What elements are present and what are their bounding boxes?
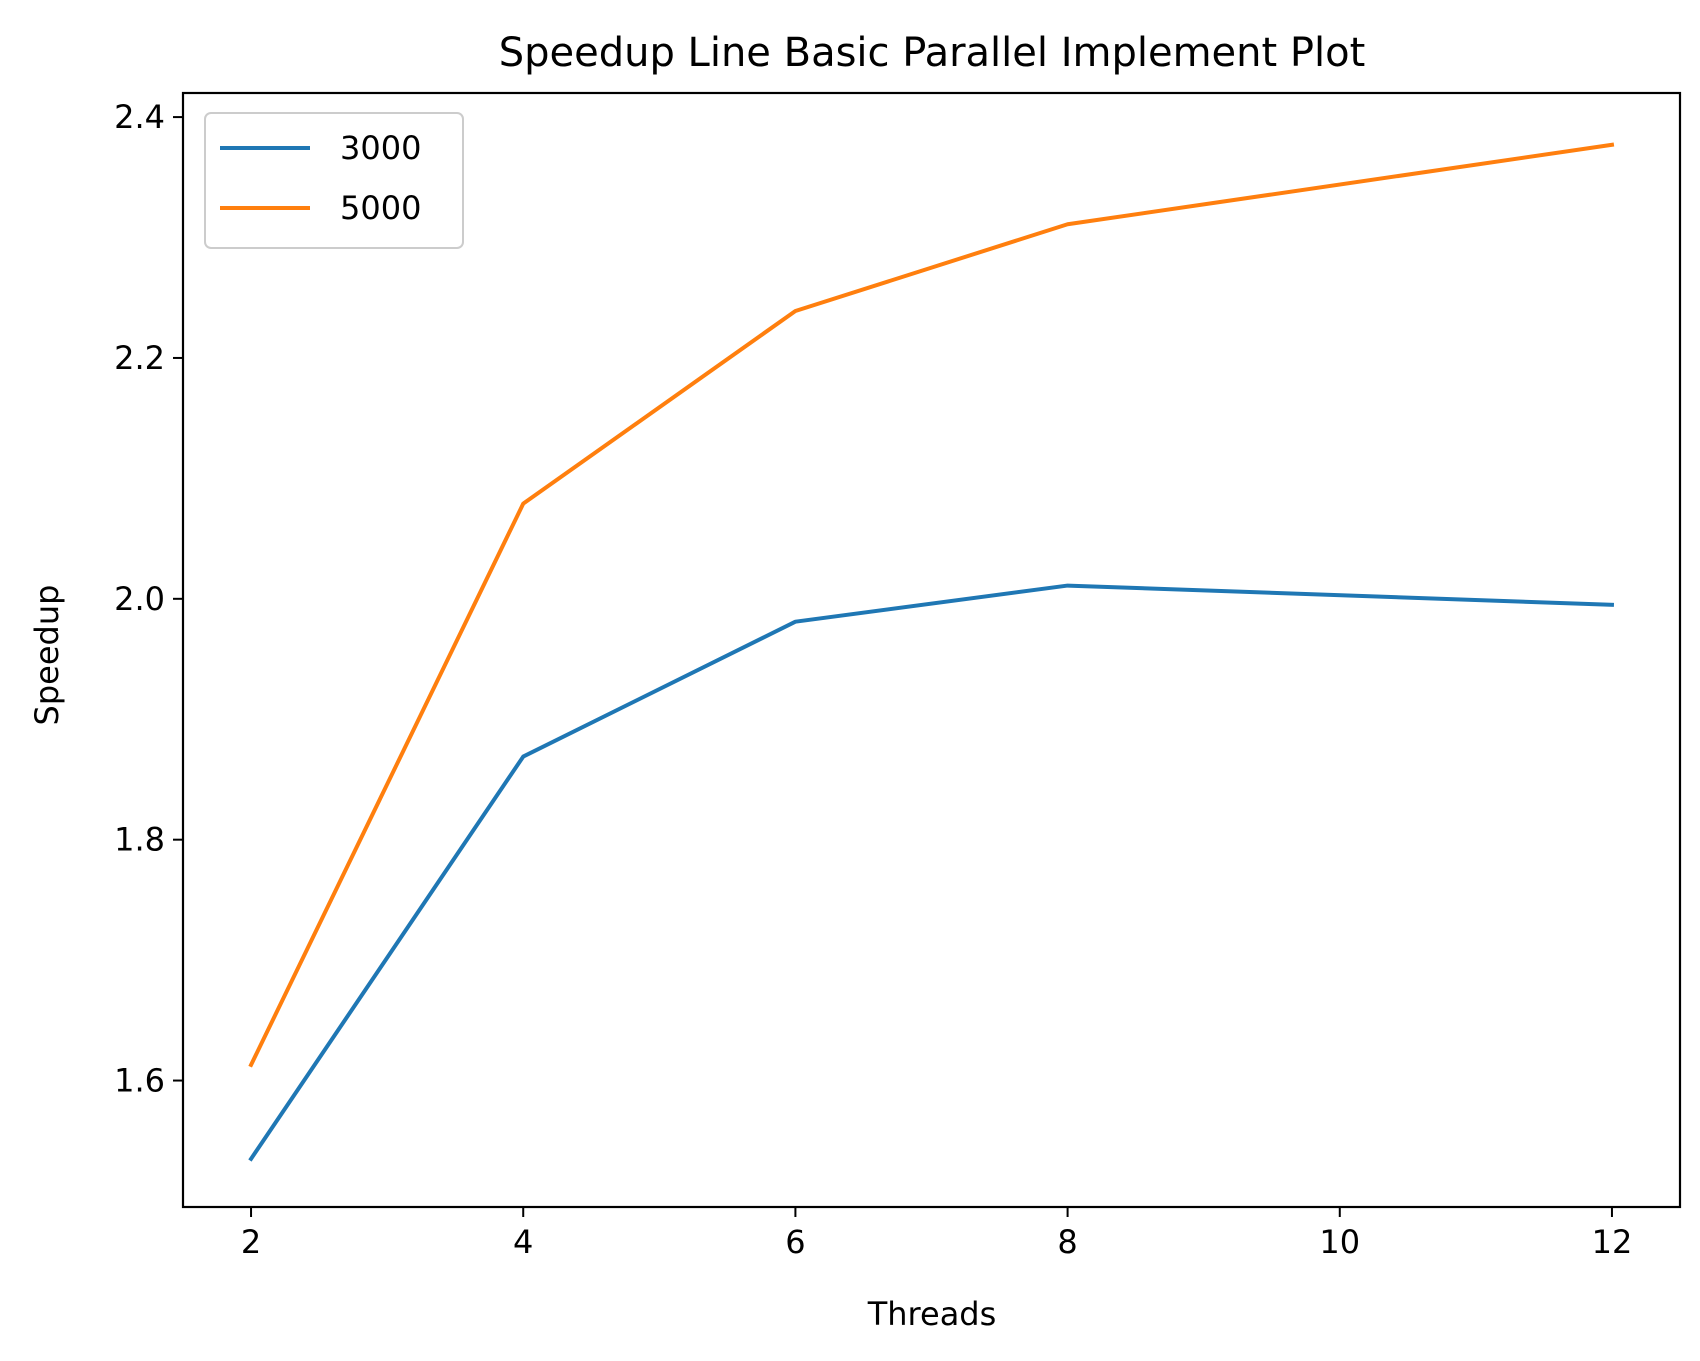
y-tick-label: 1.6 [114,1062,165,1100]
y-tick-label: 2.2 [114,339,165,377]
series-line-5000 [248,142,1615,1068]
series-line-3000 [248,583,1615,1162]
y-tick-label: 2.0 [114,580,165,618]
x-tick-label: 6 [785,1223,805,1261]
x-tick-label: 8 [1057,1223,1077,1261]
axes-frame [181,91,1682,1209]
x-tick-label: 10 [1319,1223,1360,1261]
x-tick-label: 2 [241,1223,261,1261]
legend-label: 3000 [340,129,421,167]
y-tick-label: 2.4 [114,98,165,136]
chart-title: Speedup Line Basic Parallel Implement Pl… [499,30,1366,76]
x-tick-label: 4 [513,1223,533,1261]
legend-items: 3000 5000 [220,129,421,227]
x-axis-label: Threads [867,1295,997,1333]
series-layer [248,142,1615,1162]
x-ticks: 2 4 6 8 10 12 [241,1207,1632,1261]
legend-box [204,112,464,249]
y-tick-label: 1.8 [114,821,165,859]
y-axis-label: Speedup [28,585,66,726]
legend: 3000 5000 [204,112,464,249]
y-ticks: 1.6 1.8 2.0 2.2 2.4 [114,98,183,1100]
legend-label: 5000 [340,189,421,227]
x-tick-label: 12 [1592,1223,1633,1261]
plot-area: 2 4 6 8 10 12 1.6 1.8 2.0 2.2 2.4 [114,91,1682,1261]
